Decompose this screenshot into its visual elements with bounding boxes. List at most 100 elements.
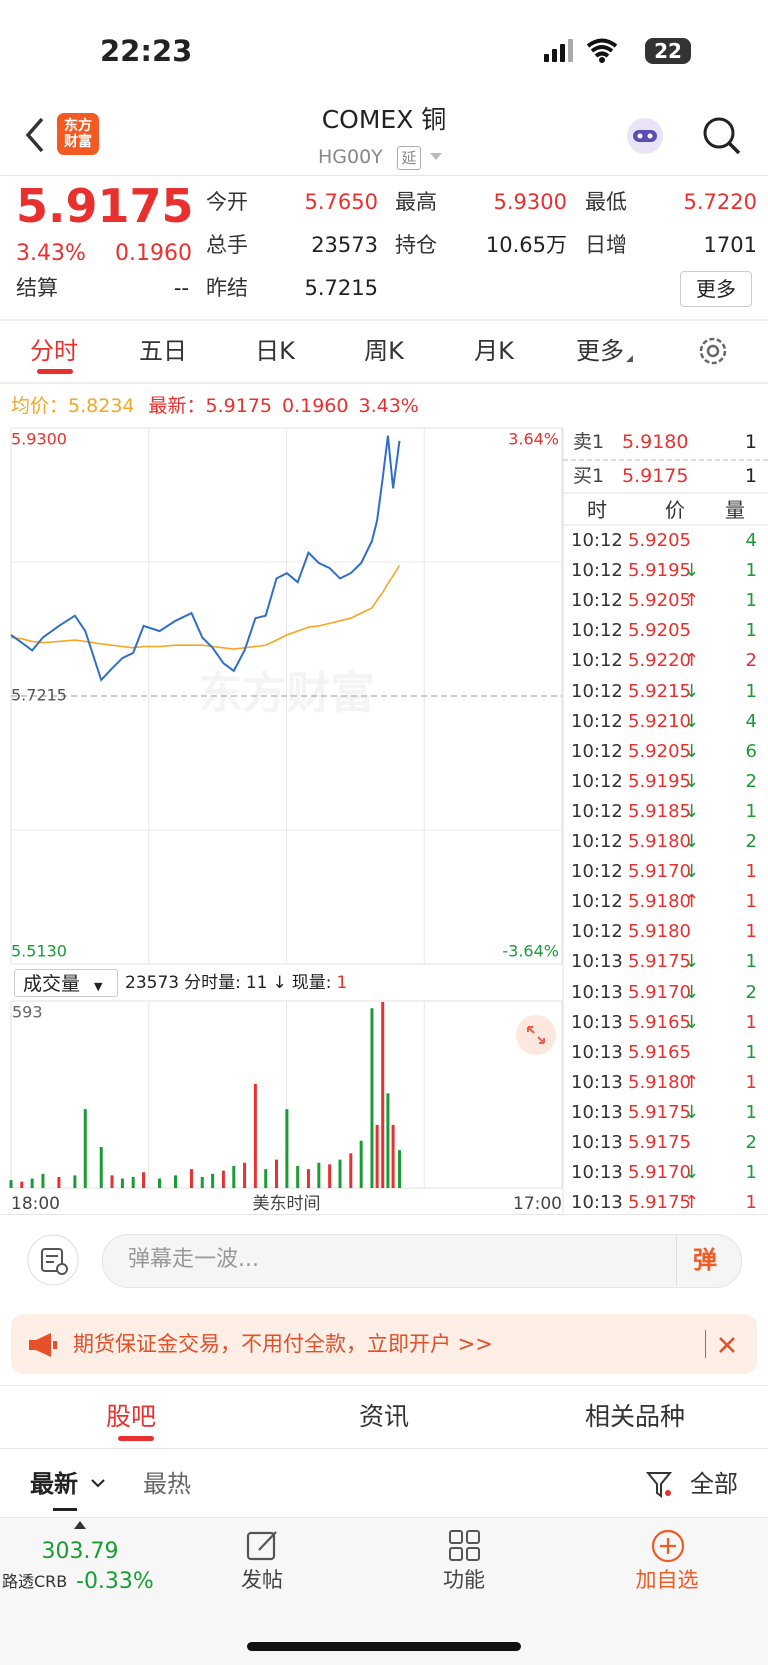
trade-price: 5.9180 [628, 921, 691, 943]
comment-icon[interactable] [26, 1233, 80, 1287]
add-icon[interactable] [650, 1528, 686, 1564]
tab-caret: ◢ [626, 354, 633, 364]
trade-time: 10:13 [571, 1101, 623, 1123]
volume-bar [275, 1159, 279, 1188]
book-price: 5.9175 [622, 465, 689, 487]
nav-item[interactable]: 加自选 [635, 1568, 699, 1592]
trade-direction: ↑ [684, 1192, 700, 1214]
code: HG00Y [318, 146, 383, 168]
nav-item[interactable]: 发帖 [241, 1568, 283, 1592]
subtab-underline [53, 1508, 77, 1511]
search-icon[interactable] [700, 114, 744, 158]
more-button[interactable]: 更多 [680, 271, 752, 307]
volume-bar [370, 1008, 374, 1188]
back-icon[interactable] [20, 115, 50, 155]
field-label: 今开 [206, 190, 248, 214]
trade-price: 5.9195 [628, 560, 691, 582]
trade-time: 10:12 [571, 590, 623, 612]
trade-qty: 1 [745, 861, 757, 883]
divider [0, 382, 768, 384]
trade-price: 5.9170 [628, 861, 691, 883]
trade-time: 10:12 [571, 560, 623, 582]
bottom-bar [0, 1517, 768, 1665]
index-value[interactable]: 303.79 [41, 1539, 119, 1564]
trade-price: 5.9205 [628, 530, 691, 551]
battery: 22 [645, 38, 691, 64]
index-change[interactable]: -0.33% [76, 1569, 154, 1594]
index-name[interactable]: 路透CRB [2, 1572, 68, 1591]
tab[interactable]: 分时 [30, 337, 78, 365]
volume-bar [211, 1173, 215, 1188]
section-tab[interactable]: 相关品种 [584, 1402, 685, 1431]
volume-selector[interactable]: 成交量 ▼ [14, 969, 118, 997]
trade-price: 5.9180 [628, 1071, 691, 1093]
comment-input[interactable] [102, 1234, 742, 1288]
title: COMEX 铜 [321, 105, 447, 134]
sub-tab[interactable]: 最新 [30, 1470, 78, 1498]
settings-icon[interactable] [694, 332, 732, 370]
trade-price: 5.9205 [628, 620, 691, 642]
trade-direction: ↑ [684, 891, 700, 913]
trade-direction: ↑ [684, 650, 700, 672]
tab[interactable]: 五日 [139, 337, 187, 365]
y2-tick-label: -3.64% [502, 942, 559, 961]
tab-underline [118, 1436, 154, 1441]
expand-icon[interactable] [515, 1014, 557, 1056]
trade-direction: ↓ [684, 831, 700, 852]
tab[interactable]: 月K [474, 337, 514, 365]
tab[interactable]: 更多 [576, 337, 624, 365]
trade-price: 5.9175 [628, 1192, 691, 1214]
trade-qty: 2 [745, 770, 757, 792]
trade-time: 10:13 [571, 1132, 623, 1153]
ad-banner[interactable] [11, 1314, 757, 1374]
x-tick-label: 17:00 [513, 1194, 562, 1214]
section-tab[interactable]: 资讯 [358, 1402, 409, 1431]
trade-direction: ↓ [684, 1162, 700, 1184]
y2-tick-label: 3.64% [508, 430, 559, 449]
field-value: 5.9300 [493, 190, 567, 214]
trade-qty: 1 [745, 680, 757, 702]
volume-info: 23573 分时量: 11 ↓ 现量: 1 [125, 975, 347, 992]
logo-text: 财富 [64, 134, 92, 150]
trade-direction: ↓ [684, 861, 700, 883]
trade-time: 10:13 [571, 981, 623, 1003]
post-icon[interactable] [245, 1528, 281, 1564]
function-icon[interactable] [447, 1528, 483, 1564]
volume-bar [200, 1176, 204, 1188]
price: 5.9175 [16, 179, 194, 233]
tab[interactable]: 周K [364, 337, 404, 365]
arrow: ↓ [272, 973, 287, 993]
robot-icon[interactable] [620, 112, 670, 160]
nav-item[interactable]: 功能 [443, 1568, 485, 1592]
trade-direction: ↓ [684, 1101, 700, 1123]
field-value: 5.7220 [683, 190, 757, 214]
section-tab[interactable]: 股吧 [105, 1402, 156, 1431]
total-volume: 23573 [125, 973, 180, 993]
trade-direction: ↓ [684, 710, 700, 732]
filter[interactable]: 全部 [690, 1470, 738, 1498]
close-icon[interactable] [716, 1334, 738, 1356]
dropdown-icon[interactable] [428, 150, 444, 162]
trade-qty: 2 [745, 981, 757, 1003]
trade-price: 5.9195 [628, 770, 691, 792]
trade-header: 价 [665, 498, 685, 522]
ad-text[interactable]: 期货保证金交易，不用付全款，立即开户 >> [73, 1332, 493, 1356]
trade-time: 10:12 [571, 861, 623, 883]
trade-price: 5.9165 [628, 1011, 691, 1033]
tab[interactable]: 日K [255, 337, 295, 365]
y-tick-label: 5.9300 [11, 430, 67, 449]
field-value: 1701 [703, 233, 757, 257]
trade-direction: ↓ [684, 740, 700, 762]
trade-qty: 1 [745, 1162, 757, 1184]
volume-bar [397, 1150, 401, 1188]
filter-icon[interactable] [646, 1470, 674, 1500]
trade-qty: 1 [745, 1192, 757, 1214]
volume-bar [131, 1176, 135, 1188]
change-pct: 3.43% [16, 241, 86, 266]
up-triangle [74, 1521, 86, 1529]
sub-tab[interactable]: 最热 [143, 1470, 191, 1498]
divider [0, 175, 768, 176]
trade-time: 10:12 [571, 710, 623, 732]
danmu-button[interactable]: 弹 [693, 1246, 717, 1274]
volume-bar [57, 1176, 61, 1188]
